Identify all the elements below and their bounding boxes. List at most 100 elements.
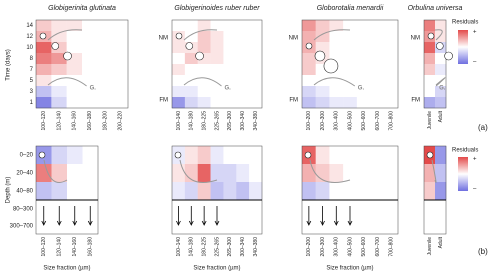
heatmap-cell <box>210 146 224 165</box>
heatmap-cell <box>172 53 186 65</box>
heatmap-cell <box>223 164 237 183</box>
x-tick-label: Adult <box>438 110 444 122</box>
heatmap-cell <box>356 53 371 65</box>
heatmap-cell <box>184 53 198 65</box>
heatmap-cell <box>329 164 344 183</box>
sink-arrowhead <box>214 220 220 226</box>
heatmap-cell <box>210 42 224 54</box>
heatmap-cell <box>66 86 83 98</box>
growth-arrow <box>47 77 87 87</box>
heatmap-cell <box>67 164 83 183</box>
x-tick-label: Juvenile <box>427 237 433 256</box>
heatmap-cell <box>370 164 385 183</box>
heatmap-cell <box>51 182 68 201</box>
heatmap-cell <box>384 86 399 98</box>
heatmap-cell <box>384 75 399 87</box>
legend-plus: + <box>473 157 477 163</box>
x-tick-label: 300–340 <box>240 111 246 131</box>
heatmap-cell <box>302 20 316 32</box>
heatmap-cell <box>172 97 186 109</box>
heatmap-cell <box>197 31 211 43</box>
heatmap-cell <box>370 53 385 65</box>
heatmap-cell <box>112 86 129 98</box>
heatmap-cell <box>197 86 211 98</box>
heatmap-cell <box>82 31 98 43</box>
plot-frame <box>301 19 399 109</box>
heatmap-cell <box>424 42 436 54</box>
y-tick-label: 8 <box>30 56 34 62</box>
heatmap-cell <box>223 146 237 165</box>
x-tick-label: Juvenile <box>427 111 433 130</box>
heatmap-cell <box>184 64 198 76</box>
plot-frame <box>423 145 447 235</box>
heatmap-cell <box>197 182 211 201</box>
heatmap-cell <box>97 64 113 76</box>
y-tick-label: 20–40 <box>16 171 33 177</box>
heatmap-cell <box>66 97 83 109</box>
heatmap-cell <box>343 20 358 32</box>
heatmap-cell <box>302 31 316 43</box>
heatmap-cell <box>51 164 68 183</box>
x-tick-label: 180–225 <box>201 111 207 131</box>
heatmap-cell <box>223 64 237 76</box>
growth-arrow <box>435 77 446 87</box>
y-tick-label: 40–80 <box>16 189 33 195</box>
sink-arrowhead <box>41 220 47 226</box>
shell-icon <box>51 42 60 50</box>
size-axis-label: Size fraction (µm) <box>193 266 240 272</box>
x-tick-label: 160–180 <box>87 111 93 131</box>
heatmap-cell <box>384 97 399 109</box>
x-tick-label: 100–200 <box>306 237 312 257</box>
x-tick-label: Adult <box>438 236 444 248</box>
y-tick-label: 10 <box>26 45 33 51</box>
heatmap-cell <box>370 64 385 76</box>
heatmap-cell <box>51 31 67 43</box>
shell-icon <box>427 32 435 40</box>
x-tick-label: 300–400 <box>334 237 340 257</box>
fm-label: FM <box>411 98 420 104</box>
panel-title: Globorotalia menardii <box>317 5 384 12</box>
heatmap-cell <box>51 97 67 109</box>
x-tick-label: 600–700 <box>375 111 381 131</box>
nm-label: NM <box>411 36 420 42</box>
plot-frame <box>35 19 129 109</box>
heatmap-cell <box>370 20 385 32</box>
heatmap-cell <box>343 42 358 54</box>
annotation: G. <box>225 86 232 92</box>
sink-arrowhead <box>72 220 78 226</box>
heatmap-cell <box>197 20 211 32</box>
heatmap-cell <box>197 97 211 109</box>
heatmap-cell <box>236 31 250 43</box>
x-tick-label: 265–300 <box>227 111 233 131</box>
heatmap-cell <box>197 164 211 183</box>
heatmap-cell <box>236 97 250 109</box>
heatmap-cell <box>112 31 129 43</box>
heatmap-cell <box>343 164 358 183</box>
heatmap-cell <box>172 42 186 54</box>
heatmap-cell <box>210 86 224 98</box>
sink-arrowhead <box>347 220 353 226</box>
heatmap-cell <box>329 97 344 109</box>
heatmap-cell <box>356 20 371 32</box>
heatmap-cell <box>172 164 186 183</box>
x-tick-label: 300–400 <box>334 111 340 131</box>
shell-icon <box>444 51 453 61</box>
heatmap-cell <box>172 75 186 87</box>
heatmap-cell <box>302 53 316 65</box>
heatmap-cell <box>329 53 344 65</box>
legend-plus: + <box>473 30 477 36</box>
heatmap-cell <box>82 182 99 201</box>
legend-minus: – <box>473 187 477 193</box>
shell-icon <box>39 32 47 40</box>
sink-arrowhead <box>87 220 93 226</box>
heatmap-cell <box>302 97 316 109</box>
heatmap-cell <box>223 31 237 43</box>
heatmap-cell <box>36 75 52 87</box>
heatmap-cell <box>184 182 198 201</box>
x-tick-label: 265–300 <box>227 237 233 257</box>
heatmap-cell <box>370 97 385 109</box>
shell-icon <box>435 42 444 50</box>
x-tick-label: 140–180 <box>189 237 195 257</box>
shell-icon <box>63 51 72 61</box>
x-tick-label: 200–220 <box>118 111 124 131</box>
